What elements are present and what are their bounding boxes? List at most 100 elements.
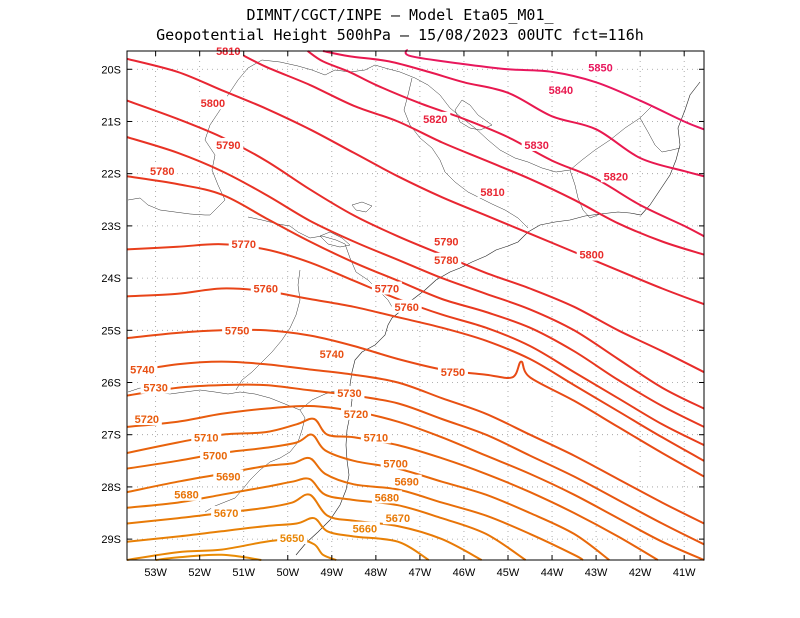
contour-label-bg [140,380,171,394]
contour-label-5760: 5760 [394,302,418,314]
contour-label-5800: 5800 [579,250,603,262]
contour-line-5720 [126,404,705,561]
x-tick-label: 46W [453,567,476,579]
contour-line-5830 [307,50,705,238]
x-tick-label: 45W [497,567,520,579]
contour-label-5690: 5690 [394,477,418,489]
contour-label-5780: 5780 [434,255,458,267]
chart-title-line1: DIMNT/CGCT/INPE – Model Eta05_M01_ [246,6,554,24]
contour-label-5670: 5670 [214,508,238,520]
x-axis: 53W 52W 51W 50W 49W 48W 47W 46W 45W 44W 43W 42W 41W [144,51,696,579]
x-tick-label: 50W [276,567,299,579]
river-outline [319,231,351,248]
contour-label-5790: 5790 [434,237,458,249]
contour-label-5820: 5820 [604,171,628,183]
contour-label-bg [420,111,451,125]
contour-label-bg [171,487,202,501]
contour-label-5850: 5850 [588,63,612,75]
contour-label-5700: 5700 [383,458,407,470]
contour-label-bg [437,365,468,379]
contour-label-5810: 5810 [216,46,240,58]
contour-label-bg [127,362,158,376]
contour-label-bg [600,169,631,183]
state-border [247,216,396,313]
contour-line-5730 [126,383,705,546]
contour-line-5690 [126,456,584,561]
y-tick-label: 22S [101,169,121,181]
contour-label-5740: 5740 [130,364,154,376]
contour-label-bg [250,281,281,295]
contour-label-5680: 5680 [375,492,399,504]
contour-label-bg [277,531,308,545]
y-tick-label: 29S [101,534,121,546]
river-outline [351,201,373,213]
contour-line-5850 [404,48,705,131]
y-tick-label: 27S [101,430,121,442]
contour-label-5770: 5770 [375,284,399,296]
state-border [204,59,653,216]
contour-line-5760 [126,287,705,462]
contour-label-bg [349,521,380,535]
contour-line-5680 [126,477,527,561]
contour-label-5760: 5760 [254,284,278,296]
contour-label-bg [545,83,576,97]
x-tick-label: 53W [144,567,167,579]
state-border [235,269,301,391]
contour-label-bg [197,96,228,110]
contour-line-5840 [322,50,705,178]
contour-label-bg [477,184,508,198]
river-outline [454,99,493,131]
state-border [403,77,529,229]
x-tick-label: 44W [541,567,564,579]
contour-label-5780: 5780 [150,166,174,178]
y-tick-label: 23S [101,221,121,233]
state-border [127,197,210,216]
contour-label-bg [391,299,422,313]
state-border [639,117,681,153]
x-tick-label: 52W [188,567,211,579]
contour-label-bg [380,456,411,470]
x-tick-label: 43W [585,567,608,579]
contour-label-5710: 5710 [364,432,388,444]
contour-label-5680: 5680 [174,490,198,502]
contour-line-5820 [234,50,705,256]
contour-label-bg [200,448,231,462]
coastline-path [295,81,701,556]
contour-label-bg [228,237,259,251]
contour-label-5810: 5810 [480,187,504,199]
contour-label-5700: 5700 [203,451,227,463]
contour-label-5710: 5710 [194,432,218,444]
y-tick-label: 25S [101,325,121,337]
contour-label-bg [213,137,244,151]
contour-label-bg [382,511,413,525]
x-tick-label: 49W [321,567,344,579]
contour-label-5720: 5720 [344,409,368,421]
contour-label-bg [131,412,162,426]
contour-label-bg [576,247,607,261]
contour-label-bg [316,346,347,360]
contour-label-5740: 5740 [320,349,344,361]
contour-line-5710 [126,417,659,561]
contour-label-5750: 5750 [225,325,249,337]
x-tick-label: 47W [409,567,432,579]
contour-label-bg [371,281,402,295]
contour-label-bg [431,252,462,266]
contour-label-5820: 5820 [423,114,447,126]
contour-label-5800: 5800 [201,98,225,110]
contour-label-bg [391,474,422,488]
contour-line-5670 [126,493,483,561]
y-tick-label: 24S [101,273,121,285]
y-tick-label: 28S [101,482,121,494]
chart-title-line2: Geopotential Height 500hPa – 15/08/2023 … [156,26,644,44]
x-tick-label: 42W [629,567,652,579]
x-tick-label: 48W [365,567,388,579]
contour-label-5730: 5730 [143,383,167,395]
contour-label-5840: 5840 [549,85,573,97]
y-tick-label: 20S [101,64,121,76]
contour-label-bg [431,234,462,248]
contour-line-5790 [126,136,705,410]
contour-label-5650: 5650 [280,533,304,545]
x-tick-label: 51W [232,567,255,579]
contour-label-bg [341,406,372,420]
